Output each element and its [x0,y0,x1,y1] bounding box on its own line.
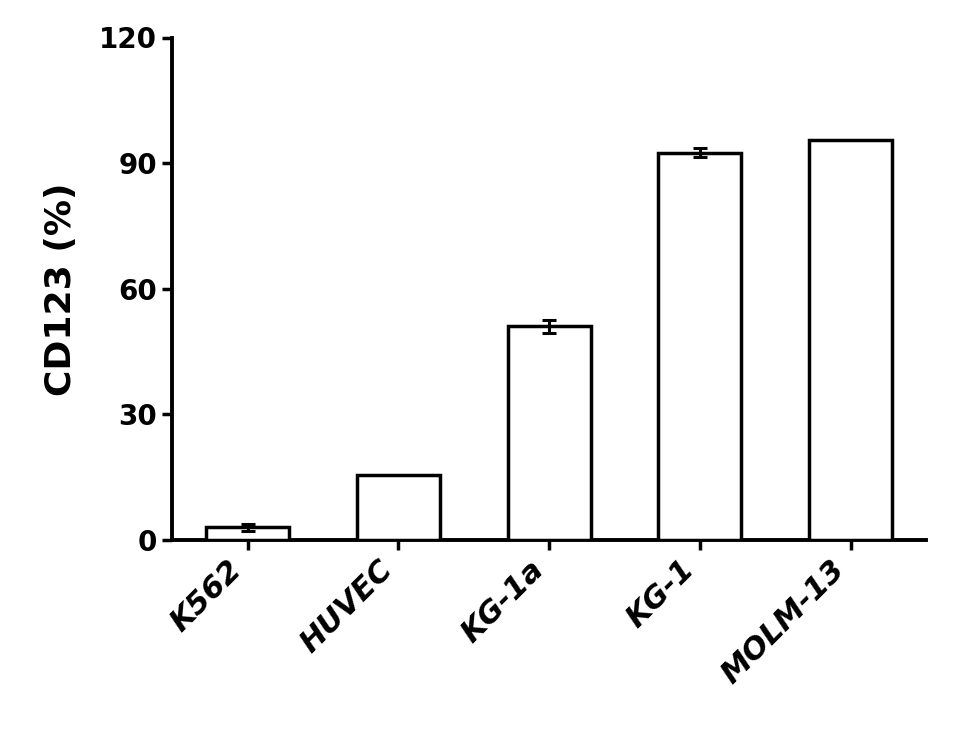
Bar [508,326,590,540]
Bar [206,527,289,540]
Y-axis label: CD123 (%): CD123 (%) [45,182,78,395]
Bar [658,153,741,540]
Bar [357,475,440,540]
Bar [809,140,892,540]
